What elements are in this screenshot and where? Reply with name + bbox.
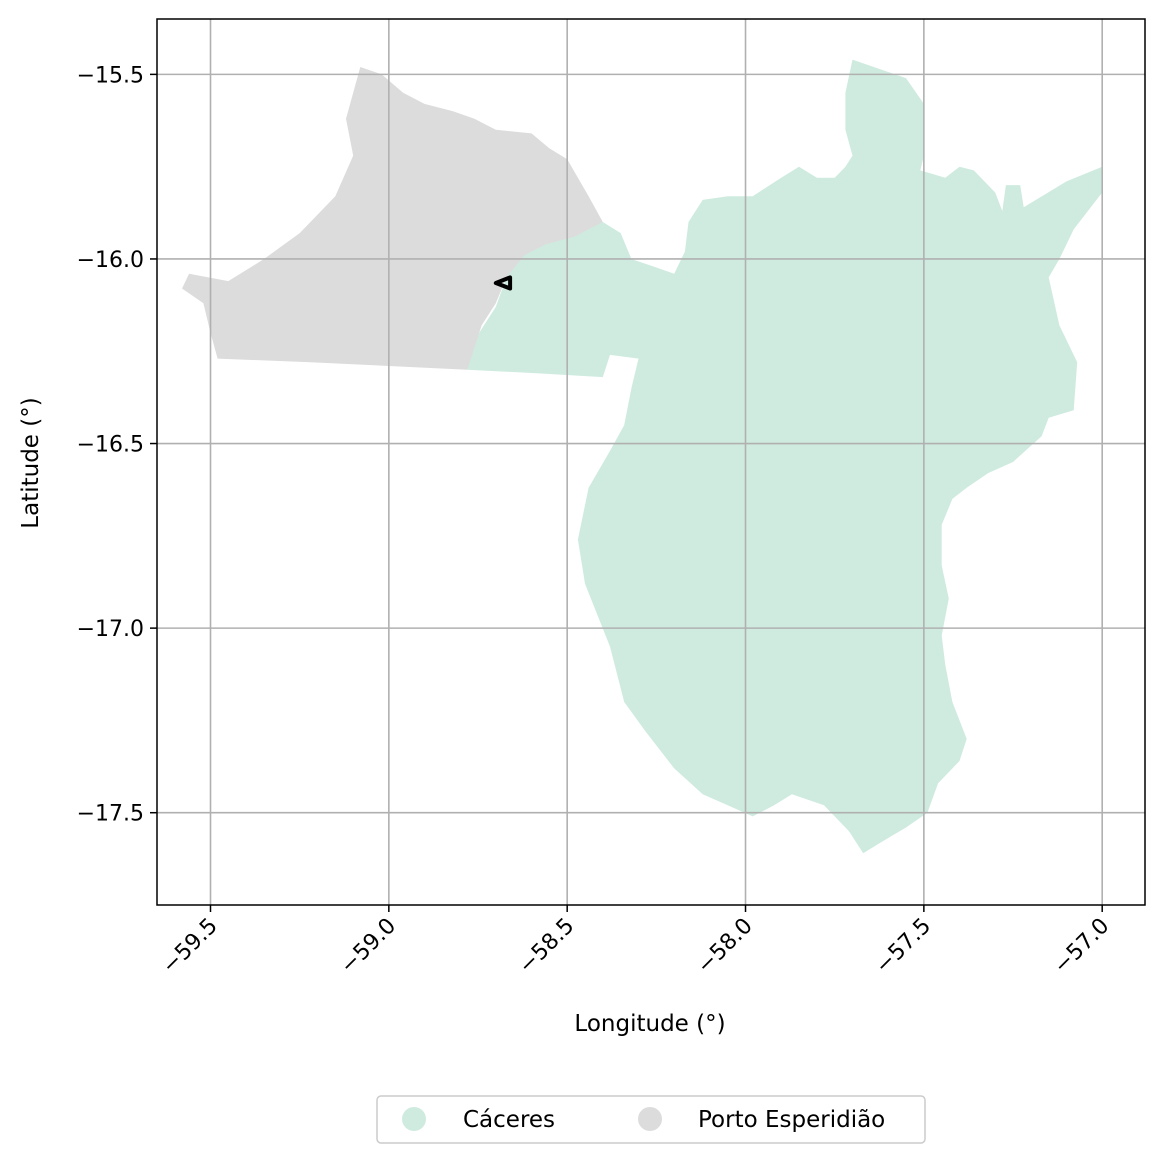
y-tick-label: −16.5 (77, 433, 144, 458)
y-axis-ticks: −15.5 −16.0 −16.5 −17.0 −17.5 (77, 63, 157, 827)
y-tick-label: −17.0 (77, 617, 144, 642)
region-porto-esperidiao (182, 67, 603, 370)
legend-label-caceres: Cáceres (463, 1107, 555, 1133)
marker-layer (493, 275, 513, 291)
y-tick-label: −17.5 (77, 802, 144, 827)
location-marker (493, 275, 513, 291)
x-axis-label: Longitude (°) (574, 1011, 725, 1037)
plot-area (156, 18, 1146, 906)
gridlines (157, 19, 1145, 905)
y-tick-label: −16.0 (77, 248, 144, 273)
y-axis-label: Latitude (°) (18, 397, 44, 528)
regions-layer (182, 59, 1103, 854)
axes-frame (156, 18, 1146, 906)
legend-swatch-porto-esperidiao (638, 1107, 662, 1131)
region-caceres (467, 59, 1103, 854)
legend-label-porto-esperidiao: Porto Esperidião (698, 1107, 885, 1133)
y-tick-label: −15.5 (77, 63, 144, 88)
legend: Cáceres Porto Esperidião (376, 1095, 926, 1144)
legend-swatch-caceres (402, 1107, 426, 1131)
